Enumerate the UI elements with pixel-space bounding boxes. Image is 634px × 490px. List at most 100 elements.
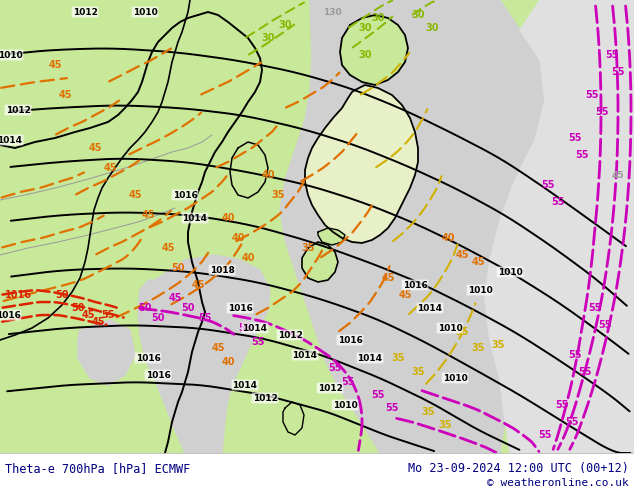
Text: 1016: 1016 — [4, 290, 32, 300]
Text: 1016: 1016 — [337, 336, 363, 344]
Text: 45: 45 — [48, 60, 61, 70]
Polygon shape — [138, 255, 270, 453]
Text: 1016: 1016 — [403, 280, 427, 290]
Polygon shape — [318, 228, 345, 245]
Text: 35: 35 — [455, 327, 469, 337]
Text: 1016: 1016 — [172, 191, 197, 199]
Text: 35: 35 — [421, 407, 435, 417]
Text: 1012: 1012 — [252, 393, 278, 402]
Text: 45: 45 — [88, 143, 101, 153]
Text: 45: 45 — [381, 273, 395, 283]
Text: 45: 45 — [211, 343, 224, 353]
Text: 1010: 1010 — [443, 373, 467, 383]
Text: 40: 40 — [441, 233, 455, 243]
Text: 50: 50 — [152, 313, 165, 323]
Text: 1014: 1014 — [183, 214, 207, 222]
Text: 55: 55 — [251, 337, 265, 347]
Text: 1016: 1016 — [136, 353, 160, 363]
Text: 55: 55 — [585, 90, 598, 100]
Text: 40: 40 — [221, 213, 235, 223]
Text: 35: 35 — [471, 343, 485, 353]
Text: 55: 55 — [605, 50, 619, 60]
Text: 55: 55 — [588, 303, 602, 313]
Text: 45: 45 — [58, 90, 72, 100]
Text: 45: 45 — [168, 293, 182, 303]
Text: 1010: 1010 — [468, 286, 493, 294]
Text: 45: 45 — [612, 171, 624, 179]
Text: 55: 55 — [372, 390, 385, 400]
Text: 55: 55 — [568, 133, 582, 143]
Text: 55: 55 — [566, 417, 579, 427]
Text: 30: 30 — [278, 20, 292, 30]
Text: 30: 30 — [261, 33, 275, 43]
Text: 55: 55 — [541, 180, 555, 190]
Text: Mo 23-09-2024 12:00 UTC (00+12): Mo 23-09-2024 12:00 UTC (00+12) — [408, 462, 629, 475]
Text: 45: 45 — [471, 257, 485, 267]
Text: 40: 40 — [231, 233, 245, 243]
Text: 55: 55 — [598, 320, 612, 330]
Text: 40: 40 — [242, 253, 255, 263]
Text: 50: 50 — [55, 290, 68, 300]
Text: 55: 55 — [551, 197, 565, 207]
Text: 45: 45 — [141, 210, 155, 220]
Text: 1012: 1012 — [278, 330, 302, 340]
Text: 30: 30 — [372, 13, 385, 23]
Text: 1010: 1010 — [0, 50, 22, 59]
Text: 1016: 1016 — [146, 370, 171, 379]
Text: 45: 45 — [128, 190, 142, 200]
Text: 55: 55 — [578, 367, 592, 377]
Text: 1014: 1014 — [233, 381, 257, 390]
Text: 45: 45 — [91, 317, 105, 327]
Text: © weatheronline.co.uk: © weatheronline.co.uk — [487, 478, 629, 488]
Text: 55: 55 — [568, 350, 582, 360]
Text: 45: 45 — [455, 250, 469, 260]
Text: 55: 55 — [538, 430, 552, 440]
Text: 130: 130 — [323, 7, 341, 17]
Polygon shape — [280, 0, 545, 453]
Text: Theta-e 700hPa [hPa] ECMWF: Theta-e 700hPa [hPa] ECMWF — [5, 462, 190, 475]
Text: 30: 30 — [425, 23, 439, 33]
Text: 35: 35 — [271, 190, 285, 200]
Text: 55: 55 — [328, 363, 342, 373]
Polygon shape — [283, 402, 304, 435]
Text: 55: 55 — [575, 150, 589, 160]
Text: 55: 55 — [385, 403, 399, 413]
Polygon shape — [302, 242, 338, 282]
Text: 1014: 1014 — [242, 323, 268, 333]
Text: 55: 55 — [198, 313, 212, 323]
Text: 55: 55 — [611, 67, 624, 77]
Text: 55: 55 — [555, 400, 569, 410]
Text: 35: 35 — [301, 243, 314, 253]
Text: 30: 30 — [358, 23, 372, 33]
Text: 1012: 1012 — [318, 384, 342, 392]
Text: 45: 45 — [81, 310, 94, 320]
Text: 1010: 1010 — [437, 323, 462, 333]
Text: 30: 30 — [358, 50, 372, 60]
Text: 1012: 1012 — [6, 105, 30, 115]
Text: 1016: 1016 — [0, 311, 20, 319]
Text: 35: 35 — [438, 420, 452, 430]
Text: 1016: 1016 — [228, 303, 252, 313]
Text: 45: 45 — [191, 280, 205, 290]
Text: 30: 30 — [411, 10, 425, 20]
Text: 40: 40 — [221, 357, 235, 367]
Text: 1010: 1010 — [498, 268, 522, 276]
Text: 50: 50 — [138, 303, 152, 313]
Text: 35: 35 — [411, 367, 425, 377]
Text: 50: 50 — [181, 303, 195, 313]
Text: 55: 55 — [341, 377, 355, 387]
Text: 45: 45 — [398, 290, 411, 300]
Text: 45: 45 — [103, 163, 117, 173]
Text: 55: 55 — [595, 107, 609, 117]
Text: 50: 50 — [71, 303, 85, 313]
Text: 1010: 1010 — [333, 400, 358, 410]
Polygon shape — [78, 320, 135, 385]
Polygon shape — [305, 85, 418, 243]
Text: 55: 55 — [101, 310, 115, 320]
Text: 1012: 1012 — [72, 7, 98, 17]
Polygon shape — [230, 142, 268, 198]
Text: 1014: 1014 — [0, 136, 22, 145]
Text: 50: 50 — [171, 263, 184, 273]
Text: 1014: 1014 — [292, 350, 318, 360]
Text: 40: 40 — [261, 170, 275, 180]
